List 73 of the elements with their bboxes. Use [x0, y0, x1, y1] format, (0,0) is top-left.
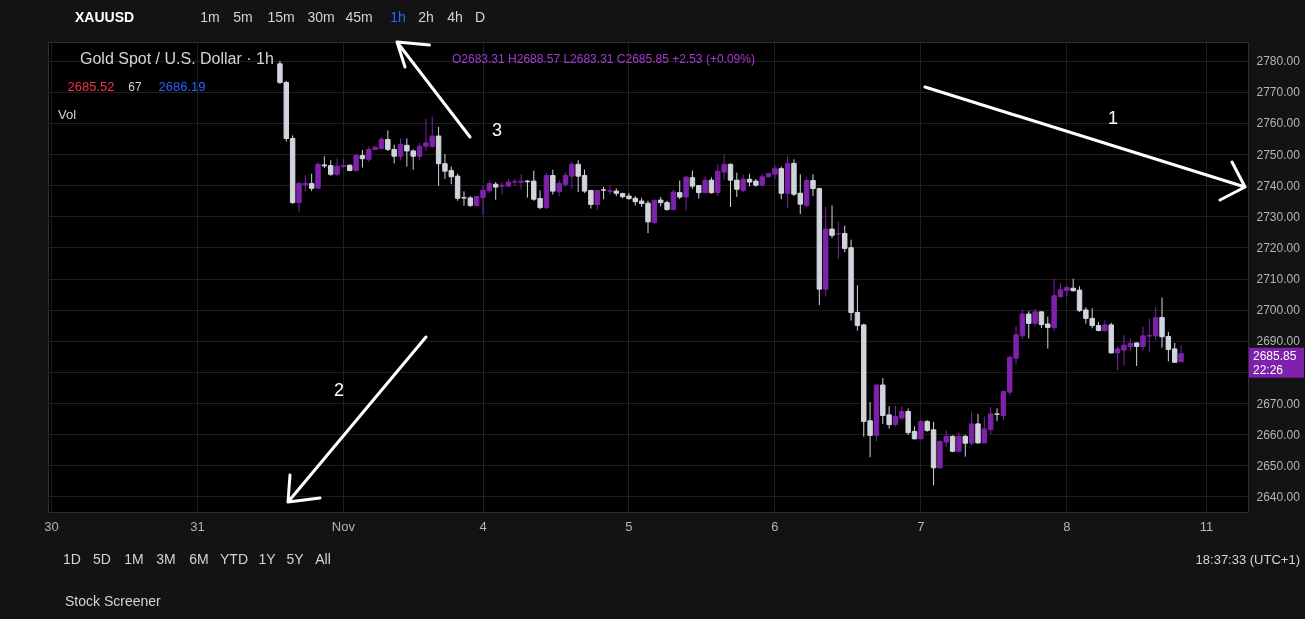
- annotation: 3: [491, 120, 503, 140]
- annotation: 67: [128, 80, 142, 94]
- annotation: 2685.52: [67, 79, 115, 94]
- text: D: [474, 9, 486, 25]
- text: 5D: [93, 551, 111, 567]
- text: 45m: [345, 9, 373, 25]
- candlestick: [962, 434, 969, 458]
- candlestick: [1178, 344, 1184, 363]
- text: 1M: [124, 551, 144, 567]
- y-tick-label: 2640.00: [1256, 489, 1301, 504]
- annotation: 2: [333, 380, 345, 400]
- candlestick: [651, 198, 658, 225]
- text: 30m: [307, 9, 335, 25]
- x-tick-label: 6: [771, 518, 779, 534]
- text: 1D: [63, 551, 81, 567]
- candlestick: [315, 161, 321, 189]
- text: 4h: [447, 9, 463, 25]
- x-tick-label: 8: [1063, 518, 1071, 534]
- y-tick-label: 2770.00: [1256, 85, 1301, 100]
- candlestick: [1133, 341, 1140, 367]
- text: 5m: [233, 9, 253, 25]
- x-tick-label: 11: [1199, 518, 1214, 534]
- y-tick-label: 2780.00: [1256, 54, 1301, 69]
- candlestick: [994, 407, 1000, 422]
- text: 1m: [200, 9, 220, 25]
- y-tick-label: 2740.00: [1256, 178, 1301, 193]
- x-tick-label: Nov: [331, 518, 356, 534]
- text: 3M: [156, 551, 176, 567]
- annotation: Vol: [58, 107, 77, 122]
- text: 1Y: [258, 551, 277, 567]
- text: Stock Screener: [65, 593, 162, 609]
- text: All: [315, 551, 331, 567]
- text: 6M: [189, 551, 209, 567]
- candlestick: [975, 413, 981, 445]
- candlestick: [677, 180, 683, 200]
- text: 15m: [267, 9, 295, 25]
- candlestick: [670, 189, 677, 212]
- text: XAUUSD: [75, 9, 135, 25]
- text: YTD: [220, 551, 248, 567]
- candlestick: [968, 410, 975, 446]
- y-tick-label: 2710.00: [1256, 272, 1301, 287]
- x-tick-label: 4: [479, 518, 487, 534]
- y-tick-label: 2670.00: [1256, 396, 1301, 411]
- candlestick: [1026, 310, 1032, 339]
- text: 5Y: [286, 551, 305, 567]
- x-tick-label: 31: [190, 518, 205, 534]
- text: 2685.85: [1253, 348, 1297, 363]
- text: 22:26: [1253, 362, 1284, 377]
- candlestick: [918, 419, 924, 440]
- y-tick-label: 2720.00: [1256, 240, 1301, 255]
- y-tick-label: 2650.00: [1256, 458, 1301, 473]
- candlestick: [829, 204, 835, 239]
- text: 2h: [418, 9, 434, 25]
- text: O2683.31 H2688.57 L2683.31 C2685.85 +2.53 (+0.09%): [452, 52, 755, 66]
- x-tick-label: 7: [917, 518, 925, 534]
- y-tick-label: 2690.00: [1256, 334, 1301, 349]
- y-tick-label: 2700.00: [1256, 303, 1301, 318]
- x-tick-label: 5: [625, 518, 633, 534]
- y-tick-label: 2660.00: [1256, 427, 1301, 442]
- y-tick-label: 2760.00: [1256, 116, 1301, 131]
- chart-title: Gold Spot / U.S. Dollar · 1h: [80, 50, 274, 67]
- text: 1h: [390, 9, 406, 25]
- annotation: 2686.19: [158, 79, 206, 94]
- candlestick: [607, 184, 613, 196]
- candlestick: [835, 221, 842, 260]
- annotation: 1: [1107, 108, 1119, 128]
- candlestick: [550, 169, 556, 196]
- x-tick-label: 30: [44, 518, 59, 534]
- y-tick-label: 2750.00: [1256, 147, 1301, 162]
- candlestick: [683, 175, 689, 211]
- text: 18:37:33 (UTC+1): [1195, 552, 1300, 567]
- y-tick-label: 2730.00: [1256, 209, 1301, 224]
- candlestick: [397, 137, 404, 161]
